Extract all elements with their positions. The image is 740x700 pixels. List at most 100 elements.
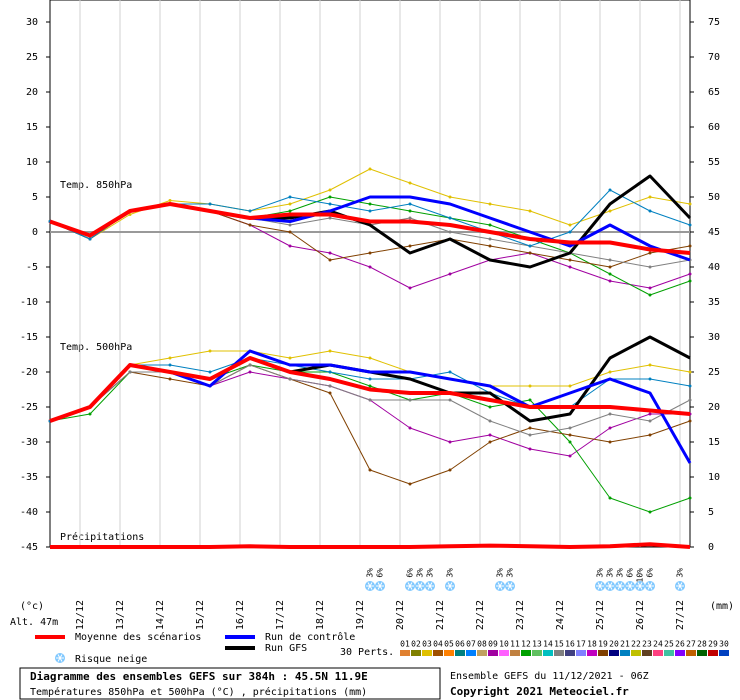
- member-swatch: [499, 650, 509, 656]
- point: [648, 265, 652, 269]
- point: [408, 286, 412, 290]
- series-line: [49, 202, 691, 255]
- snow-icon-arm: [417, 582, 423, 590]
- point: [288, 195, 292, 199]
- member-swatch: [598, 650, 608, 656]
- snow-icon-arm: [637, 582, 643, 590]
- member-label: 04: [433, 640, 443, 649]
- member-label: 06: [455, 640, 465, 649]
- point: [408, 482, 412, 486]
- point: [688, 272, 692, 276]
- point: [488, 223, 492, 227]
- point: [688, 370, 692, 374]
- snow-risk-label: 3%: [616, 568, 625, 578]
- snow-risk-label: 3%: [446, 568, 455, 578]
- point: [608, 496, 612, 500]
- point: [408, 181, 412, 185]
- point: [648, 286, 652, 290]
- point: [168, 199, 172, 202]
- point: [648, 293, 652, 297]
- member-swatch: [642, 650, 652, 656]
- y2-tick-label: 25: [708, 367, 720, 378]
- x-tick-label: 20/12: [395, 600, 406, 630]
- point: [288, 202, 292, 206]
- point: [248, 363, 252, 367]
- member-label: 23: [642, 640, 652, 649]
- point: [368, 398, 372, 402]
- point: [408, 202, 412, 206]
- member-label: 07: [466, 640, 476, 649]
- snow-risk-label: 3%: [506, 568, 515, 578]
- point: [568, 426, 572, 430]
- snow-icon-arm: [57, 654, 63, 662]
- member-label: 20: [609, 640, 619, 649]
- point: [528, 244, 532, 248]
- point: [288, 356, 292, 360]
- panel-label: Temp. 850hPa: [60, 180, 132, 191]
- point: [328, 202, 332, 206]
- member-swatch: [609, 650, 619, 656]
- y-tick-label: 15: [26, 122, 38, 133]
- point: [568, 230, 572, 234]
- point: [448, 370, 452, 374]
- snow-icon-arm: [507, 582, 513, 590]
- y2-tick-label: 45: [708, 227, 720, 238]
- point: [408, 426, 412, 430]
- point: [488, 419, 492, 423]
- point: [368, 202, 372, 206]
- point: [688, 496, 692, 500]
- snow-risk-label: 3%: [366, 568, 375, 578]
- altitude: Alt. 47m: [10, 617, 58, 628]
- point: [248, 223, 252, 227]
- member-label: 17: [576, 640, 586, 649]
- point: [488, 237, 492, 241]
- y2-tick-label: 55: [708, 157, 720, 168]
- point: [488, 244, 492, 248]
- y2-tick-label: 65: [708, 87, 720, 98]
- y-tick-label: 0: [32, 227, 38, 238]
- point: [168, 356, 172, 360]
- plot-area: [49, 0, 691, 548]
- member-label: 13: [532, 640, 542, 649]
- point: [328, 258, 332, 262]
- point: [488, 433, 492, 437]
- member-swatch: [653, 650, 663, 656]
- y2-tick-label: 30: [708, 332, 720, 343]
- snow-risk-label: 3%: [606, 568, 615, 578]
- point: [648, 433, 652, 437]
- point: [688, 223, 692, 227]
- point: [688, 244, 692, 248]
- point: [408, 244, 412, 248]
- legend-label: Run de contrôle: [265, 631, 355, 643]
- member-label: 14: [543, 640, 553, 649]
- point: [648, 419, 652, 423]
- series-line: [50, 542, 691, 549]
- y2-tick-label: 50: [708, 192, 720, 203]
- point: [448, 398, 452, 402]
- point: [528, 398, 532, 402]
- point: [208, 349, 212, 353]
- run-info: Ensemble GEFS du 11/12/2021 - 06Z: [450, 671, 649, 682]
- snow-icon-arm: [677, 582, 683, 590]
- members-label: 30 Perts.: [340, 647, 394, 658]
- y2-tick-label: 75: [708, 17, 720, 28]
- y-tick-label: -25: [20, 402, 38, 413]
- member-label: 27: [686, 640, 696, 649]
- y2-tick-label: 40: [708, 262, 720, 273]
- point: [328, 370, 332, 374]
- snow-icon-arm: [367, 582, 373, 590]
- point: [88, 412, 92, 416]
- snow-risk-label: 3%: [426, 568, 435, 578]
- member-label: 29: [708, 640, 718, 649]
- y2-tick-label: 60: [708, 122, 720, 133]
- member-label: 09: [488, 640, 498, 649]
- point: [648, 510, 652, 514]
- point: [688, 384, 692, 388]
- x-tick-label: 13/12: [115, 600, 126, 630]
- member-label: 19: [598, 640, 608, 649]
- point: [688, 398, 692, 402]
- snow-icon-arm: [617, 582, 623, 590]
- point: [408, 398, 412, 402]
